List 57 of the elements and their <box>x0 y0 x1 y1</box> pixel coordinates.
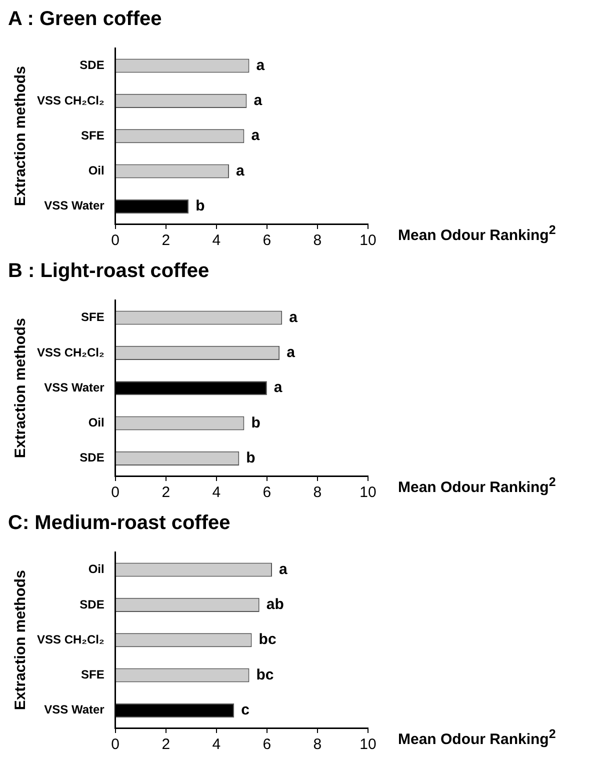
x-tick-label: 8 <box>313 232 322 250</box>
y-tick-label: Oil <box>88 164 104 178</box>
y-axis-title: Extraction methods <box>12 318 30 458</box>
data-label: ab <box>266 596 284 614</box>
data-label: c <box>241 702 250 719</box>
data-label: a <box>256 56 266 74</box>
data-label: bc <box>258 631 276 648</box>
x-tick-label: 8 <box>313 736 322 754</box>
chart-title: B : Light-roast coffee <box>8 260 210 284</box>
x-tick-label: 0 <box>111 232 120 250</box>
data-label: a <box>278 560 288 578</box>
y-tick-label: Oil <box>88 416 104 430</box>
x-tick-label: 0 <box>111 484 120 502</box>
y-tick-label: VSS CH₂Cl₂ <box>37 345 104 360</box>
x-tick-label: 2 <box>162 736 170 754</box>
data-label: a <box>236 162 246 180</box>
x-axis-title: Mean Odour Ranking$^{2}$ <box>398 475 556 496</box>
chart-title: A : Green coffee <box>8 8 163 32</box>
x-tick-label: 0 <box>111 736 120 754</box>
data-label: a <box>274 379 283 396</box>
y-tick-label: SFE <box>81 668 104 682</box>
data-label: a <box>286 344 296 362</box>
data-label: b <box>246 450 256 467</box>
y-tick-label: SDE <box>80 58 104 72</box>
chart-title: C: Medium-roast coffee <box>8 512 232 536</box>
y-tick-label: SFE <box>81 128 104 142</box>
y-tick-label: SDE <box>80 597 104 612</box>
data-label: a <box>289 308 298 326</box>
data-label: a <box>254 92 263 110</box>
x-tick-label: 10 <box>360 484 376 502</box>
x-tick-label: 4 <box>212 232 221 250</box>
x-axis-title: Mean Odour Ranking$^{2}$ <box>398 727 556 748</box>
x-tick-label: 6 <box>262 736 272 754</box>
y-axis-title: Extraction methods <box>12 570 30 710</box>
x-tick-label: 10 <box>360 736 376 754</box>
y-tick-label: VSS CH₂Cl₂ <box>37 93 104 108</box>
data-label: bc <box>256 666 274 684</box>
data-label: b <box>196 198 205 215</box>
x-tick-label: 2 <box>162 484 170 502</box>
y-tick-label: SFE <box>81 310 104 324</box>
x-tick-label: 2 <box>162 232 170 250</box>
x-tick-label: 8 <box>313 484 322 502</box>
y-axis-title: Extraction methods <box>12 66 30 206</box>
y-tick-label: VSS Water <box>44 702 105 717</box>
x-tick-label: 4 <box>212 736 221 754</box>
x-tick-label: 6 <box>262 484 272 502</box>
y-tick-label: VSS Water <box>44 198 105 213</box>
y-tick-label: SDE <box>80 450 104 465</box>
data-label: a <box>251 127 260 144</box>
data-label: b <box>251 414 260 432</box>
x-tick-label: 6 <box>262 232 272 250</box>
y-tick-label: VSS Water <box>44 380 105 394</box>
y-tick-label: VSS CH₂Cl₂ <box>37 632 104 646</box>
x-tick-label: 4 <box>212 484 221 502</box>
y-tick-label: Oil <box>88 562 104 576</box>
x-axis-title: Mean Odour Ranking$^{2}$ <box>398 223 556 244</box>
x-tick-label: 10 <box>360 232 376 250</box>
